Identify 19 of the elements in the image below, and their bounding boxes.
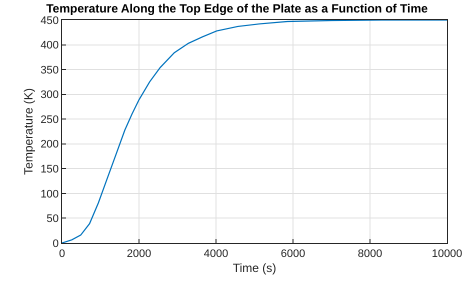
y-tick-label: 200 <box>40 138 59 151</box>
y-tick-label: 100 <box>40 188 59 200</box>
y-tick-label: 400 <box>40 40 59 52</box>
y-tick-label: 300 <box>40 89 59 102</box>
y-axis-title: Temperature (K) <box>22 88 36 175</box>
y-tick-label: 350 <box>40 64 59 76</box>
x-tick-label: 6000 <box>280 248 306 260</box>
line-series <box>62 20 447 243</box>
y-tick-label: 250 <box>40 114 59 126</box>
y-tick-label: 50 <box>46 213 59 226</box>
chart-title: Temperature Along the Top Edge of the Plate as a Function of Time <box>46 2 428 16</box>
x-tick-label: 4000 <box>204 248 228 260</box>
y-tick-label: 0 <box>52 238 59 250</box>
x-tick-label: 8000 <box>358 248 382 260</box>
x-tick-label: 10000 <box>432 248 462 260</box>
y-tick-label: 450 <box>40 14 59 27</box>
y-tick-label: 150 <box>40 164 59 176</box>
x-tick-label: 2000 <box>126 248 152 260</box>
x-axis-title: Time (s) <box>232 261 276 276</box>
